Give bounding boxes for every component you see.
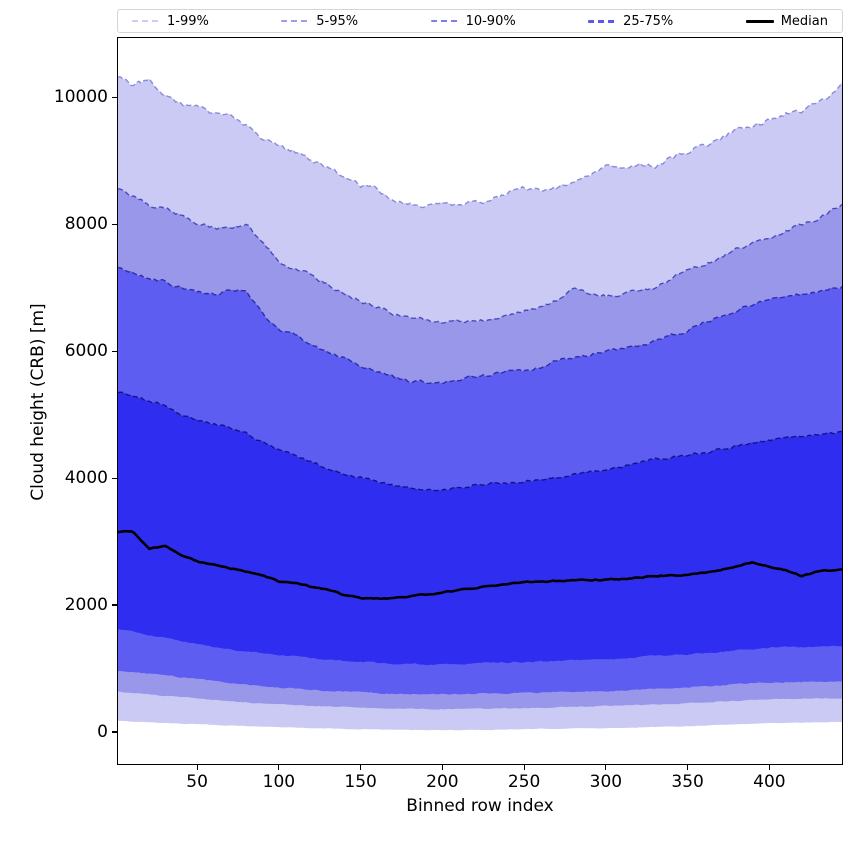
legend-line-sample — [745, 19, 774, 23]
y-tick-label: 2000 — [64, 595, 108, 616]
y-tick-mark — [112, 477, 117, 479]
legend-label: Median — [780, 13, 828, 29]
legend-label: 1-99% — [167, 13, 209, 29]
legend-label: 5-95% — [316, 13, 359, 29]
legend-item-25-75pct: 25-75% — [588, 15, 673, 28]
y-tick-mark — [112, 604, 117, 606]
y-tick-mark — [112, 96, 117, 98]
x-tick-label: 150 — [344, 772, 377, 792]
percentile-band-chart — [118, 76, 842, 731]
edge-p99 — [118, 76, 842, 209]
legend-item-10-90pct: 10-90% — [430, 13, 516, 29]
plot-area — [117, 37, 843, 765]
x-tick-label: 300 — [589, 772, 623, 792]
y-tick-label: 6000 — [64, 341, 108, 362]
x-tick-label: 400 — [753, 772, 786, 792]
x-tick-mark — [278, 765, 280, 770]
x-tick-label: 50 — [186, 772, 208, 792]
legend-line-sample — [588, 19, 617, 23]
legend-label: 25-75% — [623, 13, 674, 29]
y-tick-label: 0 — [97, 721, 108, 742]
legend-item-median: Median — [745, 13, 828, 29]
x-tick-mark — [768, 765, 770, 770]
x-tick-label: 350 — [671, 772, 704, 792]
y-tick-mark — [112, 223, 117, 225]
y-tick-mark — [112, 731, 117, 733]
x-tick-mark — [523, 765, 525, 770]
median-line — [118, 529, 842, 601]
x-tick-mark — [360, 765, 362, 770]
legend-line-sample — [132, 20, 160, 22]
edge-p90 — [118, 266, 842, 385]
edge-p75 — [118, 391, 842, 492]
x-tick-mark — [687, 765, 689, 770]
edge-p95 — [118, 188, 842, 324]
y-tick-label: 10000 — [53, 87, 108, 108]
y-tick-label: 4000 — [64, 468, 108, 489]
legend-label: 10-90% — [465, 13, 516, 29]
x-tick-label: 250 — [507, 772, 541, 792]
y-tick-mark — [112, 350, 117, 352]
y-tick-label: 8000 — [64, 214, 108, 235]
x-tick-label: 100 — [262, 772, 296, 792]
x-tick-label: 200 — [426, 772, 459, 792]
legend-item-1-99pct: 1-99% — [132, 15, 209, 28]
x-tick-mark — [605, 765, 607, 770]
x-tick-mark — [196, 765, 198, 770]
y-axis-label: Cloud height (CRB) [m] — [28, 303, 48, 501]
legend-item-5-95pct: 5-95% — [281, 15, 358, 28]
band-25-75 — [118, 392, 842, 666]
x-axis-label: Binned row index — [406, 796, 554, 816]
legend-line-sample — [281, 20, 310, 22]
legend: 1-99% 5-95% 10-90% 25-75% Median — [117, 9, 843, 33]
x-tick-mark — [441, 765, 443, 770]
legend-line-sample — [430, 20, 459, 22]
